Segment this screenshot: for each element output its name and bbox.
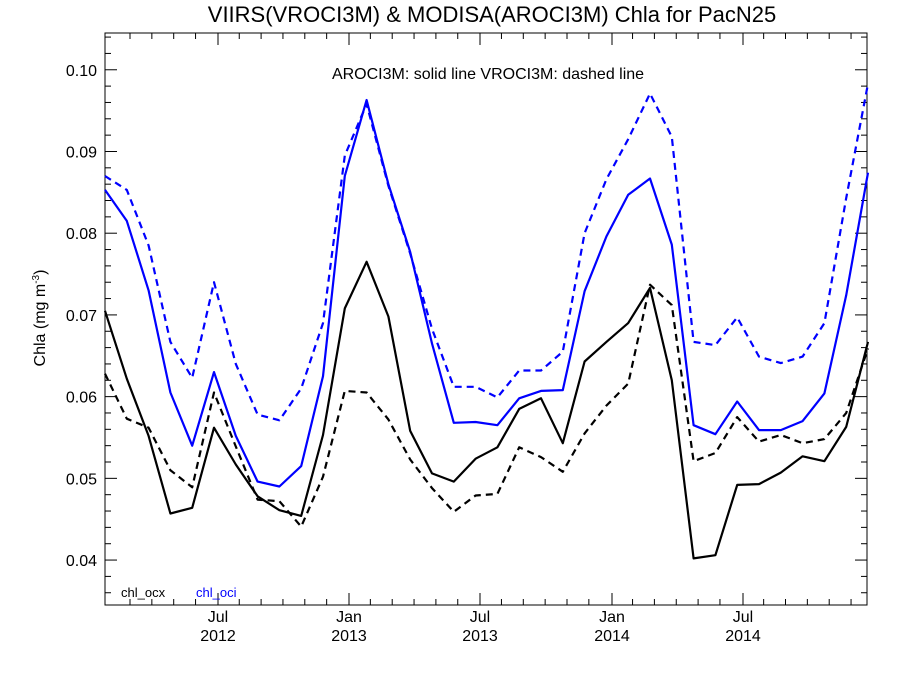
x-tick-month-label: Jan xyxy=(599,609,625,626)
y-tick-label: 0.09 xyxy=(66,144,97,161)
y-tick-label: 0.04 xyxy=(66,553,97,570)
x-tick-month-label: Jan xyxy=(336,609,362,626)
plot-frame xyxy=(104,32,868,606)
y-axis-label: Chla (mg m-3) xyxy=(31,270,49,367)
y-tick-label: 0.07 xyxy=(66,308,97,325)
x-tick-month-label: Jul xyxy=(733,609,753,626)
legend: chl_ocx chl_oci xyxy=(121,585,237,600)
x-tick-year-label: 2013 xyxy=(462,628,498,645)
y-tick-label: 0.10 xyxy=(66,63,97,80)
y-tick-label: 0.05 xyxy=(66,471,97,488)
chart-title: VIIRS(VROCI3M) & MODISA(AROCI3M) Chla fo… xyxy=(208,2,776,27)
x-tick-year-label: 2013 xyxy=(331,628,367,645)
series-line-vroci3m-chl-ocx xyxy=(104,283,870,528)
x-tick-year-label: 2012 xyxy=(200,628,236,645)
y-tick-label: 0.06 xyxy=(66,390,97,407)
series-line-vroci3m-chl-oci xyxy=(104,83,870,422)
chart-subtitle: AROCI3M: solid line VROCI3M: dashed line xyxy=(332,66,644,83)
x-tick-year-label: 2014 xyxy=(725,628,761,645)
series-line-aroci3m-chl-ocx xyxy=(103,260,870,560)
axis-ticks: 0.04 0.05 0.06 0.07 0.08 0.09 0.10 Jul 2012 Jan 20… xyxy=(66,33,867,645)
legend-entry-chl-oci: chl_oci xyxy=(196,585,237,600)
x-tick-month-label: Jul xyxy=(470,609,490,626)
legend-entry-chl-ocx: chl_ocx xyxy=(121,585,166,600)
x-tick-month-label: Jul xyxy=(208,609,228,626)
x-tick-year-label: 2014 xyxy=(594,628,630,645)
y-tick-label: 0.08 xyxy=(66,226,97,243)
data-series xyxy=(103,83,870,560)
series-line-aroci3m-chl-oci xyxy=(104,98,870,488)
